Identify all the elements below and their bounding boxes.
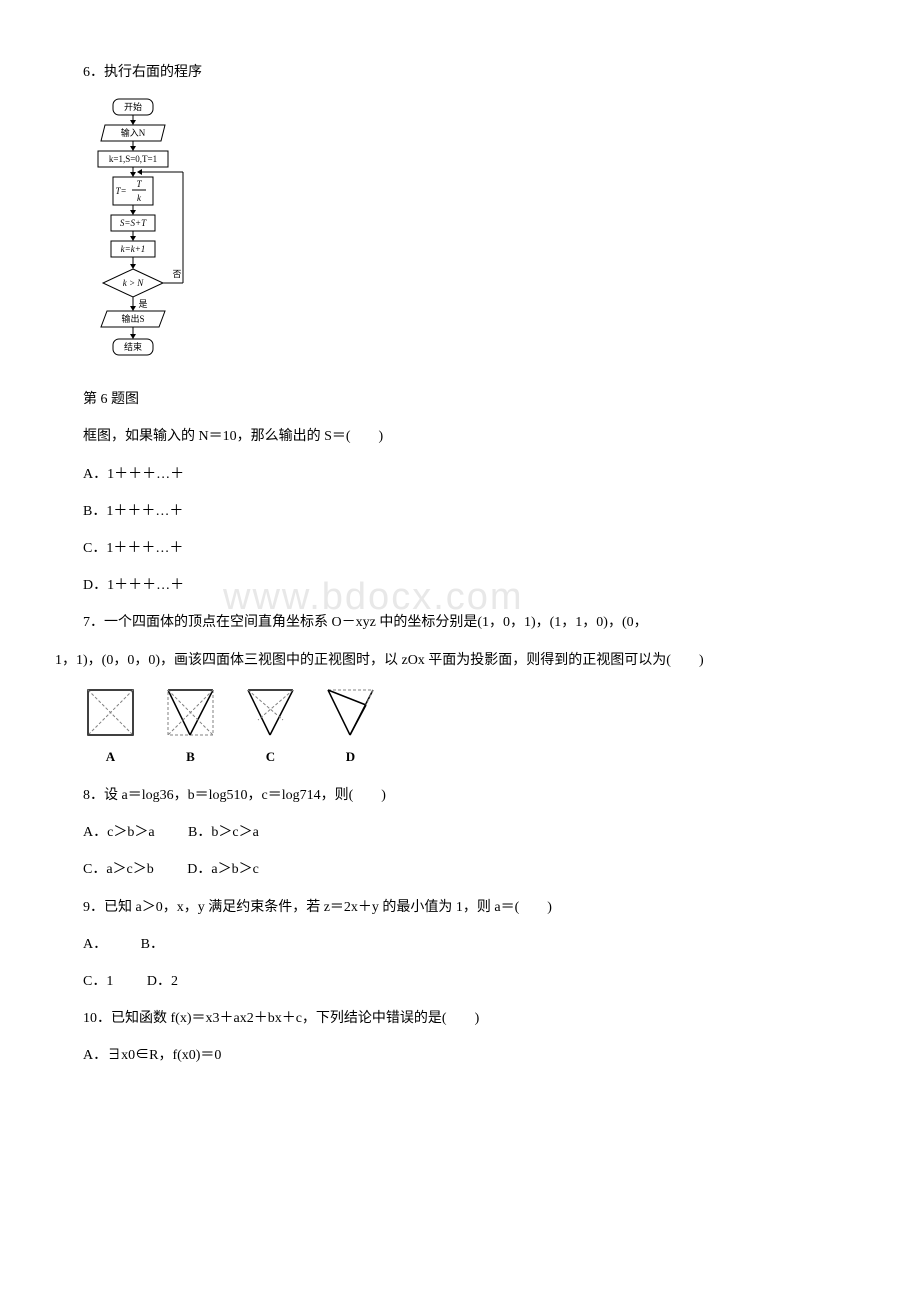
q9-opt-c: C．1 [83,969,113,994]
q9-stem: 9．已知 a＞0，x，y 满足约束条件，若 z＝2x＋y 的最小值为 1，则 a… [55,895,865,920]
q6-body: 框图，如果输入的 N＝10，那么输出的 S＝( ) [55,424,865,449]
fc-cond: k > N [123,278,145,288]
q6-opt-b: B．1＋＋＋…＋ [55,499,865,524]
q7-line1: 7．一个四面体的顶点在空间直角坐标系 O－xyz 中的坐标分别是(1，0，1)，… [55,610,865,635]
q7-shapes-row: A B C D [83,685,865,768]
q6-opt-a: A．1＋＋＋…＋ [55,462,865,487]
shape-c: C [243,685,298,768]
fc-init: k=1,S=0,T=1 [109,154,157,164]
q7-line2: 1，1)，(0，0，0)，画该四面体三视图中的正视图时，以 zOx 平面为投影面… [55,648,865,673]
flowchart-diagram: 开始 输入N k=1,S=0,T=1 T= T k S=S+T [83,97,865,377]
q6-opt-c: C．1＋＋＋…＋ [55,536,865,561]
q9-opt-a: A． [83,932,107,957]
q9-opt-d: D．2 [147,969,178,994]
q6-opt-d: D．1＋＋＋…＋ [83,578,184,593]
fc-no: 否 [172,269,181,279]
q8-stem: 8．设 a＝log36，b＝log510，c＝log714，则( ) [55,783,865,808]
svg-text:T=: T= [115,186,126,196]
fc-inc: k=k+1 [121,244,146,254]
q6-intro: 6．执行右面的程序 [55,60,865,85]
shape-a: A [83,685,138,768]
fc-start: 开始 [124,101,142,112]
q8-opt-d: D．a＞b＞c [187,857,259,882]
fc-s: S=S+T [120,218,147,228]
shape-b-label: B [186,745,195,768]
shape-c-label: C [266,745,275,768]
q8-opt-a: A．c＞b＞a [83,820,155,845]
shape-d-label: D [346,745,355,768]
fc-end: 结束 [124,341,142,352]
q9-opt-b: B． [141,932,164,957]
shape-d: D [323,685,378,768]
q6-caption: 第 6 题图 [55,387,865,412]
q8-opt-b: B．b＞c＞a [188,820,259,845]
q10-stem: 10．已知函数 f(x)＝x3＋ax2＋bx＋c，下列结论中错误的是( ) [55,1006,865,1031]
q10-opt-a: A．∃x0∈R，f(x0)＝0 [55,1043,865,1068]
fc-input: 输入N [121,127,146,138]
q8-opt-c: C．a＞c＞b [83,857,154,882]
fc-yes: 是 [138,299,147,309]
shape-a-label: A [106,745,115,768]
fc-output: 输出S [121,313,144,324]
shape-b: B [163,685,218,768]
